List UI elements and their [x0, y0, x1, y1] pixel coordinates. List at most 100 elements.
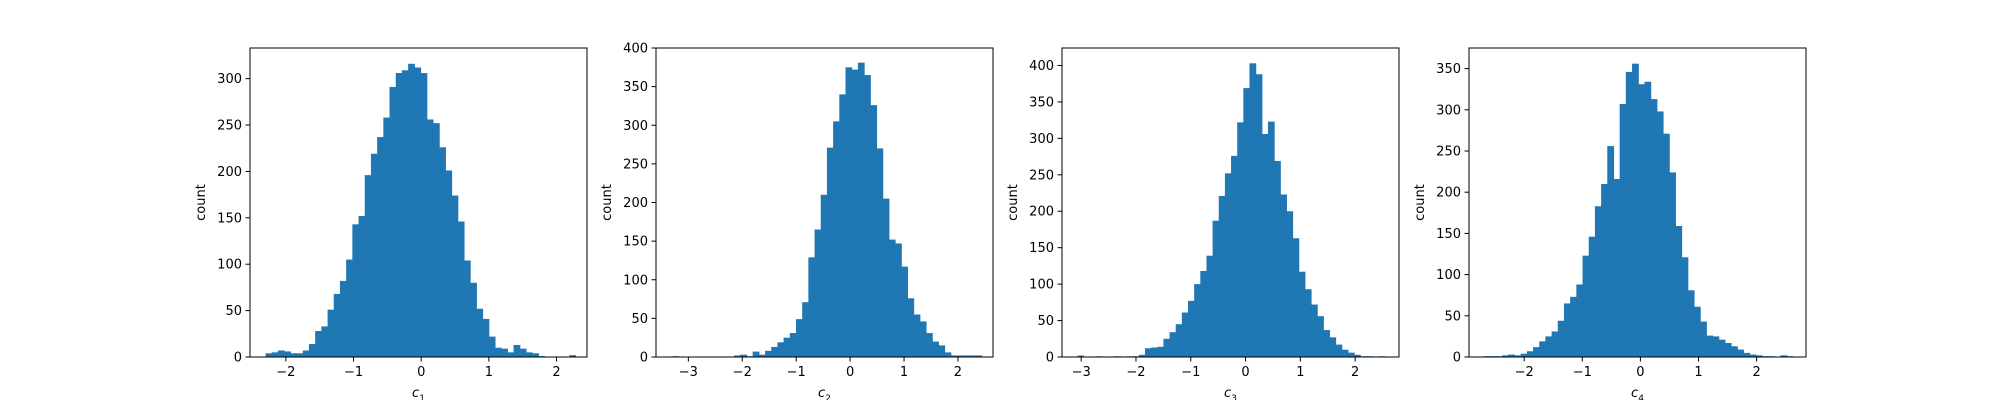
x-axis-label-symbol: c: [818, 386, 825, 400]
histogram-bar: [1317, 316, 1324, 357]
histogram-bar: [950, 355, 958, 357]
y-tick-label: 0: [640, 351, 648, 366]
histogram-bar: [1237, 122, 1244, 357]
y-tick-label: 200: [1029, 205, 1054, 220]
x-axis-label: c2: [818, 386, 831, 400]
histogram-bar: [1298, 271, 1306, 357]
y-tick-label: 100: [217, 258, 242, 273]
x-tick-label: 2: [552, 365, 560, 380]
y-tick-label: 200: [217, 165, 242, 180]
y-tick-label: 100: [1029, 278, 1054, 293]
histogram-bar: [1347, 352, 1355, 357]
histogram-bar: [1508, 354, 1516, 357]
histogram-bar: [1077, 355, 1085, 357]
x-axis-label-subscript: 3: [1231, 394, 1237, 400]
y-tick-label: 400: [623, 42, 648, 57]
histogram-bar: [1261, 134, 1269, 357]
histogram-bar: [1545, 336, 1553, 357]
histogram-bar: [1151, 347, 1158, 357]
histogram-bar: [1224, 173, 1232, 357]
histogram-bar: [420, 73, 428, 358]
histogram-bar: [1644, 81, 1652, 357]
histogram-bar: [907, 298, 915, 357]
histogram-bar: [1329, 337, 1337, 357]
histogram-bar: [315, 331, 322, 357]
histogram-bar: [414, 67, 422, 358]
histogram-bar: [569, 355, 577, 357]
histogram-bar: [470, 282, 477, 357]
histogram-panel-3: −3 −2 −1 0 1 2 0 50 100 150 200 250 300 350 400 c3 count: [1006, 47, 1400, 400]
axes-frame: [249, 47, 588, 358]
histogram-bar: [1249, 63, 1257, 358]
histogram-bar: [734, 355, 741, 357]
histogram-bar: [513, 344, 521, 357]
histogram-bar: [956, 355, 964, 357]
histogram-bar: [1557, 320, 1565, 357]
histogram-bar: [938, 345, 946, 357]
histogram-bar: [370, 153, 378, 357]
histogram-bar: [358, 215, 366, 357]
histogram-bar: [1310, 304, 1318, 357]
axes-frame: [1061, 47, 1400, 358]
y-tick-label: 350: [1029, 95, 1054, 110]
y-tick-label: 300: [1436, 103, 1461, 118]
histogram-bar: [377, 137, 384, 357]
histogram-bar: [901, 266, 908, 357]
histogram-bar: [525, 352, 533, 357]
x-axis-label: c3: [1224, 386, 1237, 400]
histogram-bar: [1687, 290, 1695, 357]
y-tick-label: 50: [631, 312, 648, 327]
x-axis-label: c4: [1631, 386, 1644, 400]
histogram-bar: [1255, 74, 1263, 358]
histogram-bar: [1731, 346, 1738, 357]
y-tick-label: 200: [623, 196, 648, 211]
histogram-panel-4: −2 −1 0 1 2 0 50 100 150 200 250 300 350 c4 count: [1413, 47, 1807, 400]
y-tick-label: 0: [1046, 351, 1054, 366]
histogram-bar: [1656, 111, 1664, 357]
histogram-bar: [802, 302, 809, 357]
x-tick-label: −1: [1573, 365, 1592, 380]
y-tick-label: 100: [623, 273, 648, 288]
histogram-bar: [1304, 289, 1312, 357]
histogram-bar: [919, 321, 927, 357]
histogram-bar: [265, 353, 273, 357]
x-tick-label: 0: [846, 365, 854, 380]
histogram-bar: [1576, 284, 1584, 357]
histogram-bar: [346, 259, 353, 357]
histogram-bar: [432, 123, 440, 357]
histogram-bar: [1632, 63, 1639, 357]
y-tick-label: 250: [623, 157, 648, 172]
histogram-bar: [864, 75, 871, 357]
histogram-bar: [1169, 332, 1177, 357]
histogram-bar: [1706, 335, 1714, 357]
histogram-bar: [401, 70, 409, 358]
histogram-bar: [327, 309, 335, 357]
histogram-bar: [1194, 284, 1201, 357]
x-axis-label-subscript: 1: [419, 394, 425, 400]
histogram-bar: [296, 353, 304, 357]
x-tick-label: −2: [276, 365, 295, 380]
histogram-bar: [1163, 338, 1171, 357]
histogram-bar: [913, 314, 921, 357]
y-tick-label: 150: [1029, 241, 1054, 256]
histogram-bar: [870, 105, 878, 357]
histogram-bar: [1743, 352, 1751, 357]
axes-frame: [1468, 47, 1807, 358]
histogram-bar: [1570, 296, 1577, 357]
x-tick-label: −1: [787, 365, 806, 380]
histogram-bar: [339, 280, 347, 357]
x-tick-label: −3: [679, 365, 698, 380]
histogram-bar: [1520, 353, 1528, 357]
y-tick-label: 300: [623, 119, 648, 134]
histogram-bar: [333, 293, 341, 357]
histogram-bar: [1601, 183, 1608, 357]
histogram-bar: [795, 319, 803, 357]
histogram-bar: [944, 352, 952, 357]
y-tick-label: 300: [1029, 132, 1054, 147]
x-axis-label-subscript: 2: [825, 394, 831, 400]
histogram-bar: [1675, 225, 1683, 357]
histogram-bar: [740, 354, 748, 357]
histogram-bar: [1619, 104, 1627, 357]
y-tick-label: 150: [217, 211, 242, 226]
